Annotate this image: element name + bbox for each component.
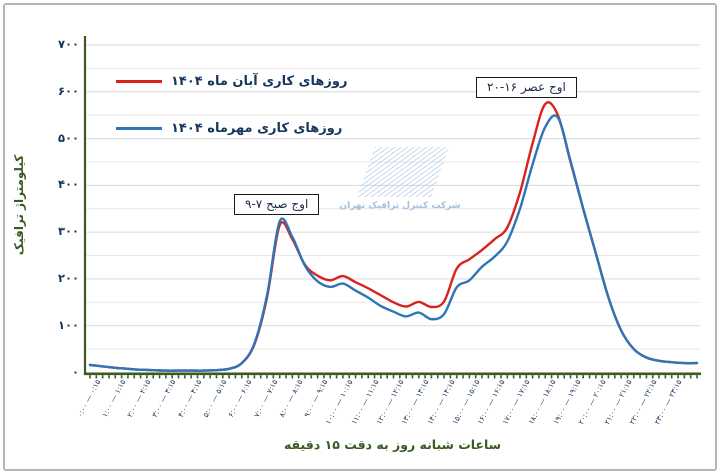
y-tick-label: ۳۰۰ — [57, 224, 79, 239]
y-tick-label: ۱۰۰ — [57, 317, 79, 332]
legend-label-aban: روزهای کاری آبان ماه ۱۴۰۴ — [171, 73, 348, 89]
y-tick-label: ۷۰۰ — [57, 37, 79, 51]
watermark-text: شرکت کنترل ترافیک تهران — [339, 201, 461, 211]
x-axis-title: ساعات شبانه روز به دقت ۱۵ دقیقه — [283, 437, 502, 452]
y-tick-label: ۵۰۰ — [57, 130, 79, 145]
legend-label-mehr: روزهای کاری مهرماه ۱۴۰۴ — [171, 120, 343, 136]
legend-line-sample-red — [116, 79, 162, 83]
legend: روزهای کاری آبان ماه ۱۴۰۴ روزهای کاری مه… — [116, 66, 347, 160]
y-axis-title: کیلومتراژ ترافیک — [12, 154, 26, 256]
series-line-mehr — [88, 114, 699, 372]
legend-item-aban: روزهای کاری آبان ماه ۱۴۰۴ — [116, 66, 347, 96]
legend-line-sample-blue — [116, 126, 162, 130]
legend-item-mehr: روزهای کاری مهرماه ۱۴۰۴ — [116, 113, 347, 143]
y-tick-label: ۶۰۰ — [57, 83, 79, 98]
y-tick-label: ۰ — [71, 364, 79, 379]
annotation-morning-peak: اوج صبح ۷-۹ — [234, 194, 320, 215]
y-tick-label: ۴۰۰ — [57, 177, 79, 192]
annotation-evening-peak: اوج عصر ۱۶-۲۰ — [476, 77, 577, 98]
y-tick-label: ۲۰۰ — [57, 270, 79, 285]
